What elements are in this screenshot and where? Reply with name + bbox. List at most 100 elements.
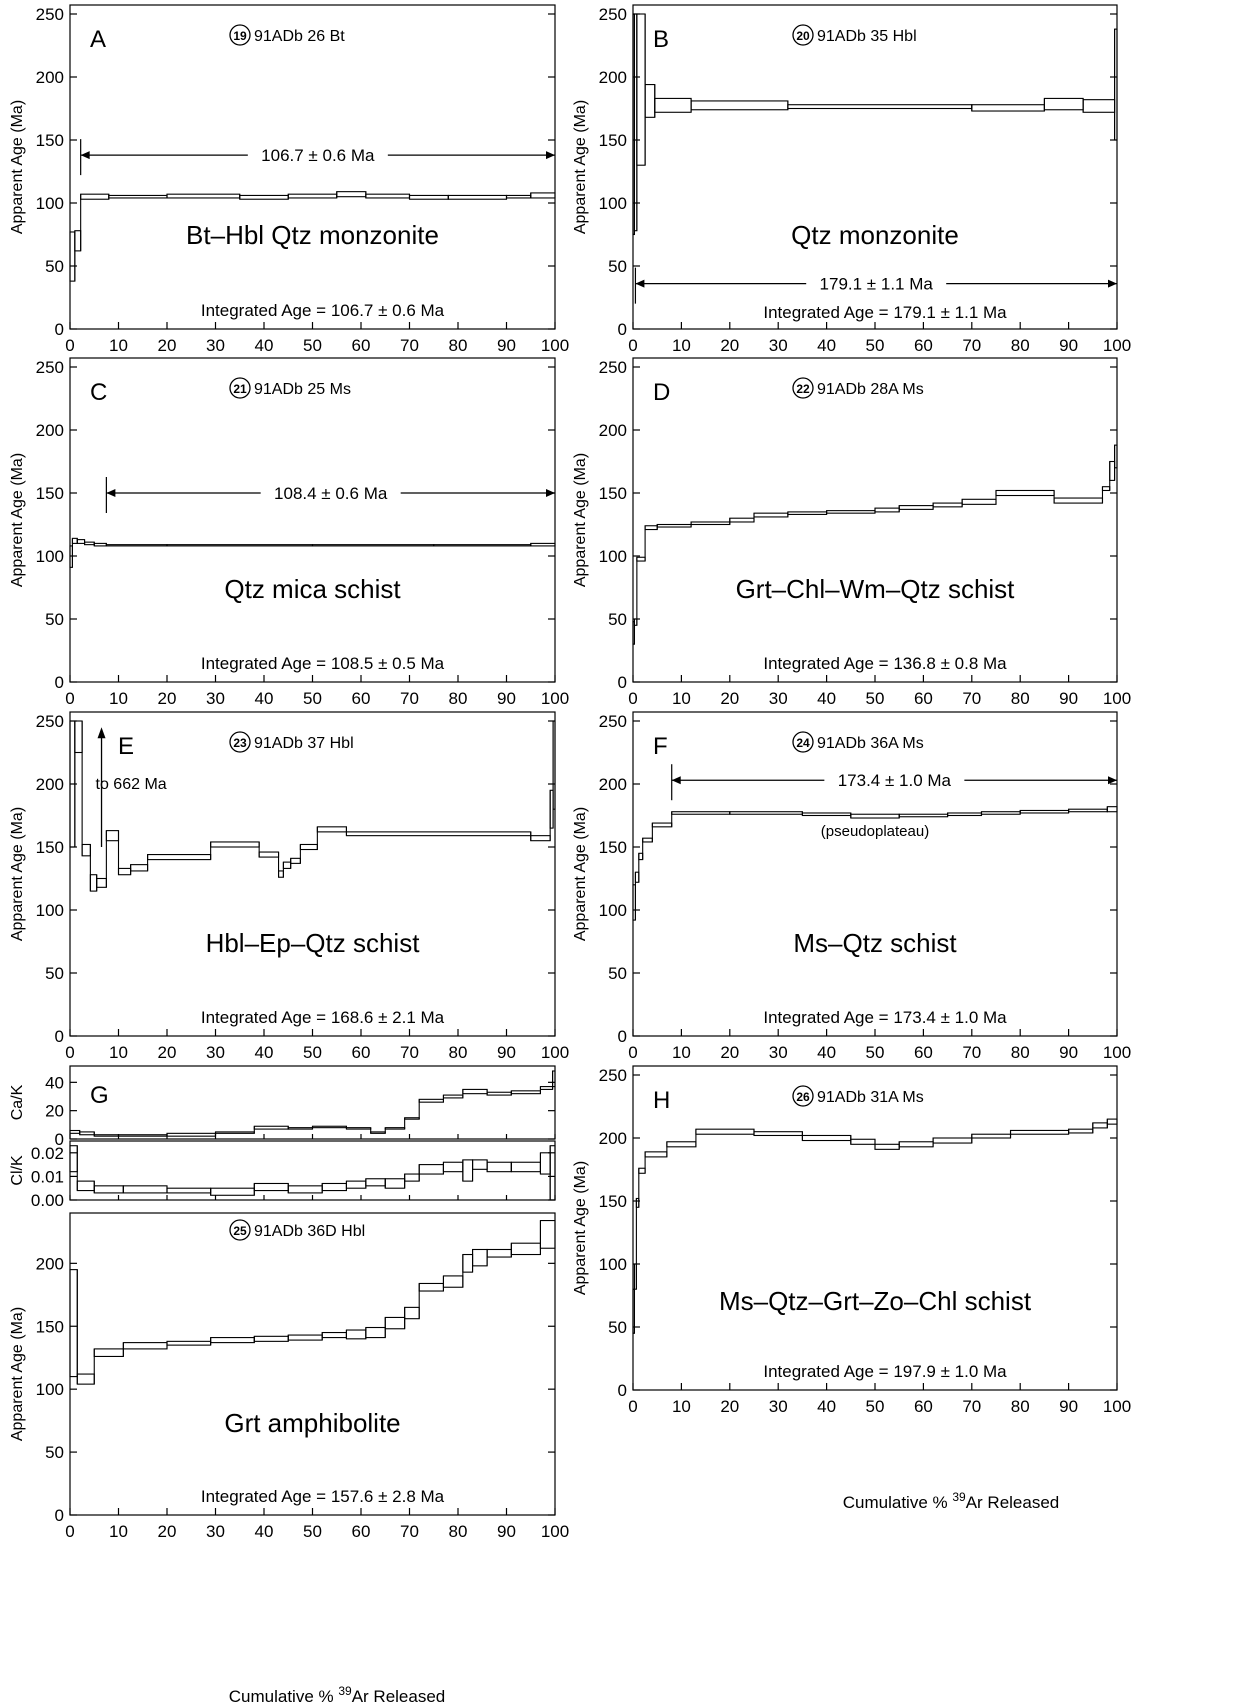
y-tick-label: 50 xyxy=(45,964,64,983)
x-tick-label: 30 xyxy=(206,1522,225,1541)
plot-frame xyxy=(69,1140,556,1201)
arrow-head xyxy=(546,489,555,497)
x-tick-label: 50 xyxy=(303,1522,322,1541)
y-tick-label: 200 xyxy=(36,421,64,440)
y-tick-label: 100 xyxy=(599,1255,627,1274)
age-step xyxy=(122,1342,168,1350)
x-tick-label: 70 xyxy=(400,689,419,708)
age-step xyxy=(147,854,212,861)
x-tick-label: 40 xyxy=(817,1043,836,1062)
cl-k-step xyxy=(76,1180,95,1192)
age-step xyxy=(130,864,149,872)
x-tick-label: 100 xyxy=(1103,689,1131,708)
x-tick-label: 20 xyxy=(720,1043,739,1062)
age-step xyxy=(486,1248,512,1258)
age-step xyxy=(105,830,120,842)
age-step xyxy=(210,1337,255,1344)
y-tick-label: 50 xyxy=(45,610,64,629)
age-step xyxy=(462,1253,474,1273)
age-step xyxy=(638,852,644,861)
sample-number: 26 xyxy=(796,1090,810,1104)
age-step xyxy=(80,193,110,200)
plot-frame xyxy=(632,711,1118,1037)
x-tick-label: 80 xyxy=(449,1043,468,1062)
age-step xyxy=(671,811,731,815)
plot-frame xyxy=(69,1212,556,1516)
y-tick-label: 200 xyxy=(599,68,627,87)
age-step xyxy=(1068,808,1108,813)
age-step xyxy=(656,523,692,528)
x-tick-label: 0 xyxy=(628,1397,637,1416)
sample-number: 19 xyxy=(233,29,247,43)
ca-k-step xyxy=(404,1117,420,1120)
age-step xyxy=(316,826,348,833)
arrow-head xyxy=(1108,776,1117,785)
age-step xyxy=(753,1131,803,1137)
x-tick-label: 0 xyxy=(65,689,74,708)
sample-number-circle xyxy=(792,731,814,753)
ca-k-step xyxy=(486,1091,512,1096)
age-step xyxy=(1082,99,1116,113)
rock-type-label: Bt–Hbl Qtz monzonite xyxy=(186,220,439,250)
age-step xyxy=(638,1167,646,1174)
sample-number: 20 xyxy=(796,29,810,43)
plateau-age-label: 173.4 ± 1.0 Ma xyxy=(838,771,952,790)
age-step xyxy=(961,498,997,505)
ca-k-subplot: 0 20 40 Ca/K xyxy=(9,1065,556,1149)
x-tick-label: 10 xyxy=(109,1043,128,1062)
ca-k-step xyxy=(253,1125,289,1130)
integrated-age-label: Integrated Age = 197.9 ± 1.0 Ma xyxy=(763,1362,1007,1381)
x-tick-label: 100 xyxy=(541,336,569,355)
x-tick-label: 100 xyxy=(1103,336,1131,355)
x-tick-label: 20 xyxy=(720,1397,739,1416)
y-tick-label: 0 xyxy=(55,1027,64,1046)
age-step xyxy=(166,1340,212,1346)
y-axis-label: Apparent Age (Ma) xyxy=(572,807,589,941)
x-tick-label: 30 xyxy=(769,1043,788,1062)
x-tick-label: 80 xyxy=(1011,1043,1030,1062)
y-axis-label: Apparent Age (Ma) xyxy=(9,100,26,234)
ca-k-step xyxy=(539,1086,554,1090)
age-step xyxy=(105,544,168,547)
ca-k-step xyxy=(384,1127,406,1130)
y-axis-label: Apparent Age (Ma) xyxy=(9,807,26,941)
age-step xyxy=(1043,97,1084,111)
x-tick-label: 50 xyxy=(303,336,322,355)
cl-k-step xyxy=(210,1187,255,1196)
y-tick-label: 0 xyxy=(618,1381,627,1400)
cl-k-step xyxy=(365,1178,386,1187)
x-tick-label: 100 xyxy=(1103,1043,1131,1062)
x-tick-label: 90 xyxy=(497,1043,516,1062)
age-step xyxy=(321,1331,348,1339)
sample-number-circle xyxy=(229,24,251,46)
y-axis-label: Apparent Age (Ma) xyxy=(572,453,589,587)
age-step xyxy=(898,1141,934,1148)
integrated-age-label: Integrated Age = 168.6 ± 2.1 Ma xyxy=(201,1008,445,1027)
y-tick-label: 150 xyxy=(599,838,627,857)
x-tick-label: 0 xyxy=(65,1043,74,1062)
x-tick-label: 80 xyxy=(1011,1397,1030,1416)
cl-k-step xyxy=(549,1145,556,1201)
age-step xyxy=(71,537,78,544)
age-step xyxy=(651,822,673,828)
plot-frame xyxy=(632,1065,1118,1391)
ca-k-step xyxy=(79,1131,95,1136)
age-step xyxy=(850,813,900,819)
age-step xyxy=(874,507,900,513)
age-step xyxy=(253,1335,289,1342)
x-tick-label: 90 xyxy=(1059,1397,1078,1416)
x-tick-label: 100 xyxy=(541,1043,569,1062)
ca-k-step xyxy=(442,1094,464,1099)
sample-number-circle xyxy=(792,1085,814,1107)
x-tick-label: 40 xyxy=(255,1043,274,1062)
x-tick-label: 0 xyxy=(628,1043,637,1062)
age-step xyxy=(365,1326,386,1339)
age-step xyxy=(76,539,86,544)
x-tick-label: 60 xyxy=(914,336,933,355)
plot-frame xyxy=(69,357,556,683)
x-tick-label: 40 xyxy=(817,336,836,355)
cl-k-step xyxy=(510,1161,542,1173)
y-tick-label: 50 xyxy=(608,1318,627,1337)
age-step xyxy=(1109,460,1116,481)
panel-letter: B xyxy=(653,26,669,53)
